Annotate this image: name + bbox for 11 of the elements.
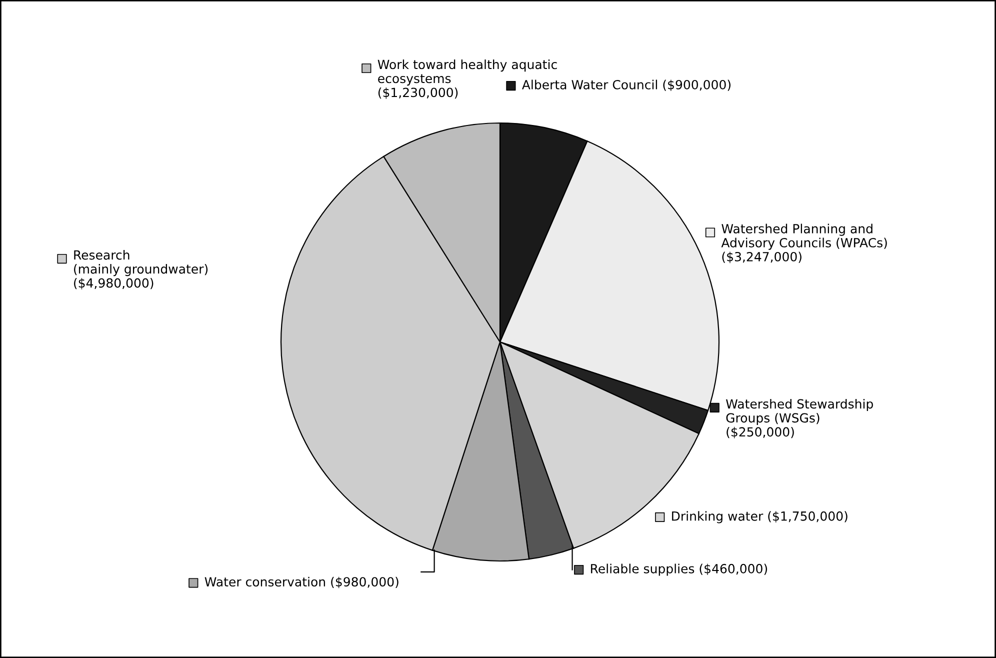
data-label: ($1,230,000): [378, 87, 458, 99]
legend-label: Reliable supplies ($460,000): [591, 564, 768, 576]
legend-label: Water conservation ($980,000): [204, 576, 398, 588]
legend-label: Watershed Stewardship Groups (WSGs): [726, 398, 873, 426]
legend-label: Alberta Water Council ($900,000): [522, 80, 730, 92]
data-label: ($3,247,000): [722, 252, 802, 264]
data-label: ($4,980,000): [74, 278, 154, 290]
legend-label: Research (mainly groundwater): [74, 250, 208, 276]
legend-label: Drinking water ($1,750,000): [672, 511, 848, 524]
data-label: ($250,000): [726, 426, 794, 438]
legend-label: Watershed Planning and Advisory Councils (WPACs): [721, 224, 887, 250]
